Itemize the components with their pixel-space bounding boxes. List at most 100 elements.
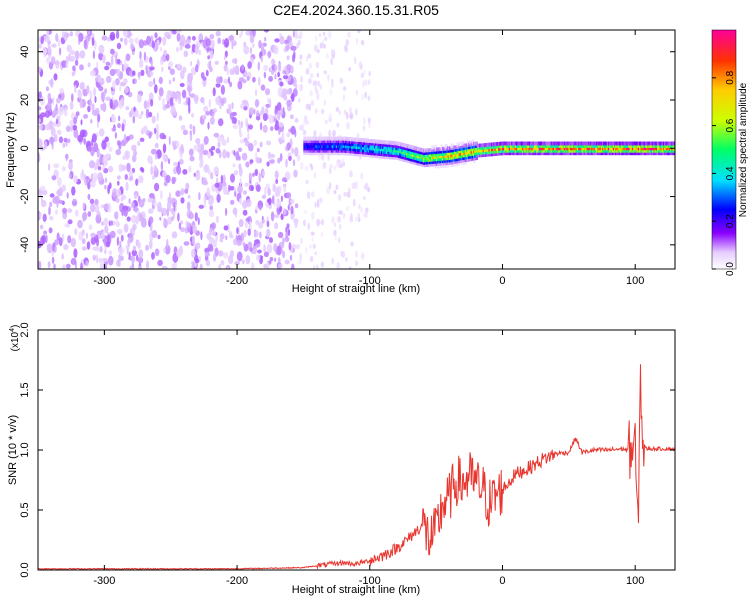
noise-cell <box>134 206 138 213</box>
noise-cell <box>227 106 232 116</box>
noise-cell <box>248 142 254 152</box>
noise-cell <box>288 242 292 251</box>
noise-cell <box>286 142 291 151</box>
noise-cell <box>194 212 198 222</box>
noise-cell <box>166 238 169 249</box>
noise-cell <box>82 202 86 210</box>
noise-cell <box>338 237 341 243</box>
noise-cell <box>258 76 261 87</box>
noise-cell <box>187 97 191 107</box>
noise-cell <box>198 204 204 209</box>
signal-cell <box>457 161 461 166</box>
noise-cell <box>49 216 54 221</box>
noise-cell <box>86 241 91 250</box>
noise-cell <box>363 69 366 76</box>
noise-cell <box>69 55 75 62</box>
noise-cell <box>164 31 170 37</box>
noise-cell <box>239 197 242 205</box>
noise-cell <box>96 158 100 167</box>
y-multiplier-label: (x104) <box>9 325 21 352</box>
noise-cell <box>286 64 292 70</box>
noise-cell <box>277 63 282 73</box>
noise-cell <box>249 221 252 230</box>
noise-cell <box>360 172 364 180</box>
noise-cell <box>142 197 146 203</box>
noise-cell <box>300 237 303 245</box>
spectrogram-frame <box>37 29 676 270</box>
noise-cell <box>66 192 69 199</box>
noise-cell <box>237 119 241 127</box>
noise-cell <box>94 198 99 206</box>
noise-cell <box>109 31 116 41</box>
noise-cell <box>192 125 196 135</box>
noise-cell <box>286 55 290 60</box>
noise-cell <box>123 223 129 233</box>
signal-cell <box>473 158 476 163</box>
noise-cell <box>286 132 291 138</box>
noise-cell <box>131 154 137 163</box>
noise-cell <box>131 215 137 224</box>
noise-cell <box>114 132 117 139</box>
noise-cell <box>45 109 50 119</box>
noise-cell <box>321 219 324 226</box>
noise-cell <box>55 209 58 216</box>
noise-cell <box>137 113 143 120</box>
noise-cell <box>122 155 126 160</box>
noise-cell <box>234 65 240 75</box>
noise-cell <box>269 257 274 262</box>
noise-cell <box>276 102 282 111</box>
noise-cell <box>63 137 68 143</box>
noise-cell <box>266 229 270 238</box>
noise-cell <box>279 139 285 144</box>
signal-cell <box>469 140 472 145</box>
noise-cell <box>47 93 52 101</box>
noise-cell <box>175 190 180 197</box>
noise-cell <box>56 129 62 136</box>
noise-cell <box>339 77 344 84</box>
noise-cell <box>331 216 335 224</box>
noise-cell <box>62 142 66 148</box>
noise-cell <box>160 161 164 171</box>
noise-cell <box>182 129 188 136</box>
noise-cell <box>233 150 236 157</box>
noise-cell <box>328 129 332 138</box>
noise-cell <box>367 79 371 86</box>
noise-cell <box>277 157 281 164</box>
noise-cell <box>357 30 361 34</box>
noise-cell <box>279 205 283 213</box>
noise-cell <box>319 84 322 90</box>
noise-cell <box>138 39 144 49</box>
noise-cell <box>348 67 352 72</box>
noise-cell <box>39 185 46 191</box>
noise-cell <box>171 176 176 185</box>
noise-cell <box>268 204 272 210</box>
noise-cell <box>207 55 210 60</box>
colorbar-tick-label: 0.6 <box>725 118 736 132</box>
noise-cell <box>306 191 311 200</box>
noise-cell <box>291 147 294 154</box>
bottom-y-tick-label: 1.5 <box>19 382 31 397</box>
noise-cell <box>300 75 303 83</box>
noise-cell <box>188 148 194 156</box>
noise-cell <box>113 99 119 108</box>
noise-cell <box>296 243 300 250</box>
noise-cell <box>225 60 228 65</box>
noise-cell <box>114 211 119 220</box>
noise-cell <box>51 175 57 181</box>
noise-cell <box>38 124 43 130</box>
noise-cell <box>137 93 142 103</box>
noise-cell <box>214 182 220 188</box>
noise-cell <box>71 186 76 196</box>
noise-cell <box>206 47 212 52</box>
noise-cell <box>54 195 60 204</box>
noise-cell <box>171 263 176 269</box>
noise-cell <box>57 39 61 47</box>
noise-cell <box>61 233 65 242</box>
noise-cell <box>320 231 324 238</box>
noise-cell <box>319 33 321 38</box>
noise-cell <box>209 34 215 40</box>
noise-cell <box>40 112 47 118</box>
noise-cell <box>163 217 167 225</box>
noise-cell <box>207 121 210 130</box>
